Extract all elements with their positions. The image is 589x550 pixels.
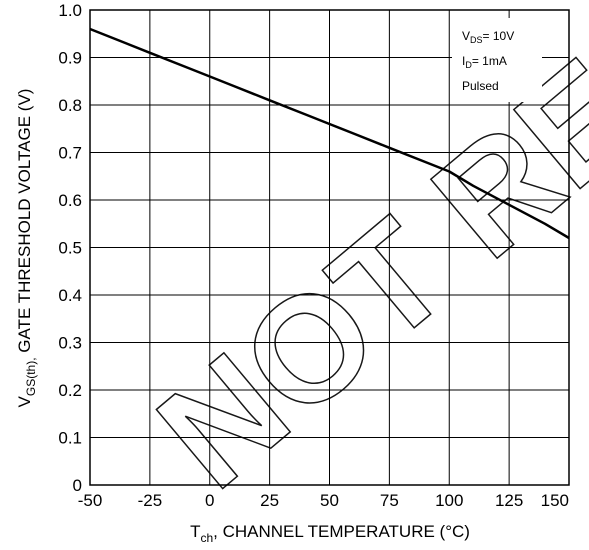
plot-frame: [89, 9, 570, 486]
y-tick-label: 0.5: [58, 239, 82, 258]
series-line: [89, 27, 570, 240]
x-axis-title-rest: , CHANNEL TEMPERATURE (°C): [213, 522, 470, 541]
y-tick-label: 0.8: [58, 96, 82, 115]
x-tick-label: -50: [78, 491, 103, 510]
grid: [89, 9, 570, 486]
condition-line: VDS= 10V: [462, 29, 514, 45]
y-tick-label: 0.6: [58, 191, 82, 210]
x-axis-title: Tch, CHANNEL TEMPERATURE (°C): [190, 522, 470, 545]
series-layer: [89, 27, 570, 240]
y-axis-title-rest: GATE THRESHOLD VOLTAGE (V): [15, 89, 34, 358]
y-tick-label: 0.2: [58, 381, 82, 400]
y-tick-label: 1.0: [58, 1, 82, 20]
x-tick-label: 75: [380, 491, 399, 510]
y-tick-label: 0.3: [58, 334, 82, 353]
y-tick-label: 0.4: [58, 286, 82, 305]
y-tick-label: 0: [73, 476, 82, 495]
x-tick-label: 150: [541, 491, 569, 510]
condition-line: ID= 1mA: [462, 54, 507, 70]
x-tick-label: 25: [260, 491, 279, 510]
x-tick-labels: -50 -25 0 25 50 75 100 125 150: [78, 491, 569, 510]
x-tick-label: 50: [320, 491, 339, 510]
x-tick-label: 0: [205, 491, 214, 510]
x-axis-title-sub: ch: [200, 531, 213, 545]
y-axis-title-main: V: [15, 395, 34, 407]
y-tick-label: 0.7: [58, 144, 82, 163]
y-axis-title-sub: GS(th),: [24, 357, 38, 396]
y-tick-label: 0.1: [58, 429, 82, 448]
x-tick-label: -25: [138, 491, 163, 510]
y-tick-label: 0.9: [58, 49, 82, 68]
x-tick-label: 125: [495, 491, 523, 510]
x-tick-label: 100: [435, 491, 463, 510]
conditions-legend: VDS= 10V ID= 1mA Pulsed: [452, 18, 542, 102]
y-tick-labels: 0 0.1 0.2 0.3 0.4 0.5 0.6 0.7 0.8 0.9 1.0: [58, 1, 82, 495]
condition-line: Pulsed: [462, 79, 499, 93]
conditions-box: [452, 18, 542, 102]
y-axis-title: VGS(th), GATE THRESHOLD VOLTAGE (V): [15, 89, 38, 408]
x-axis-title-main: T: [190, 522, 200, 541]
